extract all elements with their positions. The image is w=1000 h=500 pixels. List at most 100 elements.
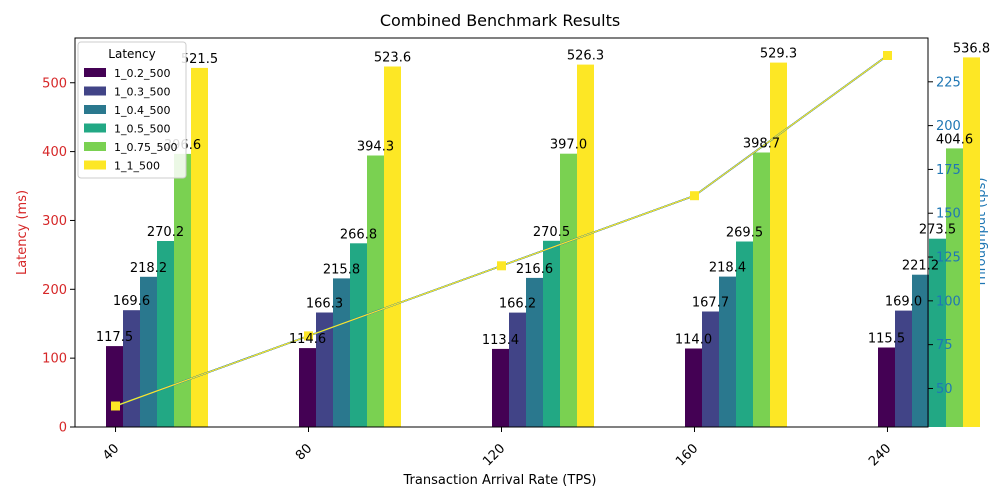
bar-value-label: 529.3 [760, 47, 797, 62]
bar-labels-group: 117.5 114.6 113.4 114.0 115.5 169.6 166.3 166.2… [96, 41, 990, 348]
bar-value-label: 115.5 [868, 332, 905, 347]
bar-value-label: 266.8 [340, 227, 377, 242]
y-tick-label: 200 [42, 283, 67, 298]
legend-entry-1_0.75_500: 1_0.75_500 [114, 141, 178, 154]
bar-1_0.75_500-160 [753, 152, 770, 427]
y2-tick-label: 225 [936, 75, 961, 90]
bar-1_0.2_500-80 [299, 348, 316, 427]
throughput-point-240 [883, 51, 892, 60]
bar-1_0.3_500-160 [702, 311, 719, 427]
throughput-point-40 [111, 401, 120, 411]
bar-1_0.2_500-160 [685, 348, 702, 427]
bar-value-label: 404.6 [936, 132, 973, 147]
throughput-point-80 [304, 331, 313, 341]
bar-value-label: 521.5 [181, 52, 218, 67]
bar-value-label: 167.7 [692, 296, 729, 311]
y2-tick-label: 175 [936, 163, 961, 178]
bar-value-label: 215.8 [323, 262, 360, 277]
x-tick-label: 40 [100, 441, 122, 463]
y-axis-label-left: Latency (ms) [15, 190, 30, 275]
legend-entry-1_0.5_500: 1_0.5_500 [114, 123, 171, 136]
bar-value-label: 536.8 [953, 41, 990, 56]
bar-value-label: 218.4 [709, 261, 746, 276]
y2-tick-label: 50 [936, 382, 953, 397]
bar-value-label: 523.6 [374, 51, 411, 66]
throughput-line-group [111, 51, 892, 411]
legend: Latency 1_0.2_500 1_0.3_500 1_0.4_500 1_0.5_… [77, 41, 187, 179]
y2-tick-label: 150 [936, 207, 961, 222]
legend-swatch-1_0.5_500 [84, 123, 106, 133]
bar-value-label: 169.0 [885, 295, 922, 310]
bar-value-label: 117.5 [96, 330, 133, 345]
legend-swatch-1_0.4_500 [84, 105, 106, 114]
bar-1_1_500-240 [963, 57, 980, 428]
bar-1_1_500-80 [384, 66, 401, 427]
bar-1_0.4_500-80 [333, 278, 350, 427]
bar-value-label: 216.6 [516, 262, 553, 277]
bar-1_0.5_500-160 [736, 241, 753, 427]
bar-1_0.4_500-40 [140, 276, 157, 427]
bar-1_0.2_500-40 [106, 346, 123, 427]
x-tick-label: 120 [480, 441, 508, 469]
bar-1_0.5_500-40 [157, 241, 174, 427]
bar-1_0.3_500-120 [509, 312, 526, 427]
legend-entry-1_0.3_500: 1_0.3_500 [114, 86, 171, 99]
bar-1_1_500-120 [577, 64, 594, 427]
bars-group [106, 57, 980, 428]
bar-value-label: 273.5 [919, 223, 956, 238]
x-axis-label: Transaction Arrival Rate (TPS) [403, 473, 597, 488]
bar-1_0.75_500-120 [560, 153, 577, 427]
legend-title: Latency [108, 47, 155, 61]
bar-value-label: 398.7 [743, 137, 780, 152]
chart-title: Combined Benchmark Results [380, 11, 620, 30]
bar-1_0.3_500-240 [895, 310, 912, 427]
y-tick-label: 0 [59, 421, 67, 436]
bar-value-label: 114.0 [675, 333, 712, 348]
bar-1_0.3_500-80 [316, 312, 333, 427]
bar-1_0.3_500-40 [123, 310, 140, 427]
y-tick-label: 100 [42, 352, 67, 367]
x-tick-label: 80 [293, 441, 315, 463]
bar-1_0.4_500-160 [719, 276, 736, 427]
bar-value-label: 526.3 [567, 49, 604, 64]
y-tick-label: 400 [42, 145, 67, 160]
bar-value-label: 397.0 [550, 138, 587, 153]
bar-1_0.75_500-80 [367, 155, 384, 427]
bar-value-label: 394.3 [357, 140, 394, 155]
bar-value-label: 270.2 [147, 225, 184, 240]
legend-swatch-1_1_500 [84, 160, 106, 170]
bar-value-label: 114.6 [289, 332, 326, 347]
legend-entry-1_1_500: 1_1_500 [114, 160, 160, 173]
legend-entry-1_0.4_500: 1_0.4_500 [114, 104, 171, 117]
x-tick-label: 160 [673, 441, 701, 469]
legend-entry-1_0.2_500: 1_0.2_500 [114, 67, 171, 80]
bar-1_0.2_500-240 [878, 347, 895, 427]
bar-value-label: 218.2 [130, 261, 167, 276]
bar-1_0.75_500-40 [174, 153, 191, 427]
bar-1_1_500-160 [770, 62, 787, 427]
throughput-point-120 [497, 261, 506, 271]
bar-value-label: 269.5 [726, 226, 763, 241]
y2-tick-label: 125 [936, 251, 961, 266]
bar-value-label: 270.5 [533, 225, 570, 240]
throughput-point-160 [690, 191, 699, 201]
legend-swatch-1_0.75_500 [84, 142, 106, 151]
bar-1_0.5_500-80 [350, 243, 367, 427]
x-tick-label: 240 [866, 441, 894, 469]
bar-value-label: 169.6 [113, 294, 150, 309]
bar-value-label: 166.2 [499, 297, 536, 312]
y2-tick-label: 75 [936, 338, 953, 353]
bar-value-label: 166.3 [306, 297, 343, 312]
y2-tick-label: 200 [936, 119, 961, 134]
bar-value-label: 113.4 [482, 333, 519, 348]
bar-1_0.75_500-240 [946, 148, 963, 427]
bar-1_0.4_500-240 [912, 274, 929, 427]
y-tick-label: 300 [42, 214, 67, 229]
legend-swatch-1_0.2_500 [84, 68, 106, 77]
bar-value-label: 221.2 [902, 259, 939, 274]
bar-1_0.5_500-120 [543, 240, 560, 427]
bar-1_0.4_500-120 [526, 277, 543, 427]
legend-swatch-1_0.3_500 [84, 86, 106, 96]
bar-1_1_500-40 [191, 67, 208, 428]
